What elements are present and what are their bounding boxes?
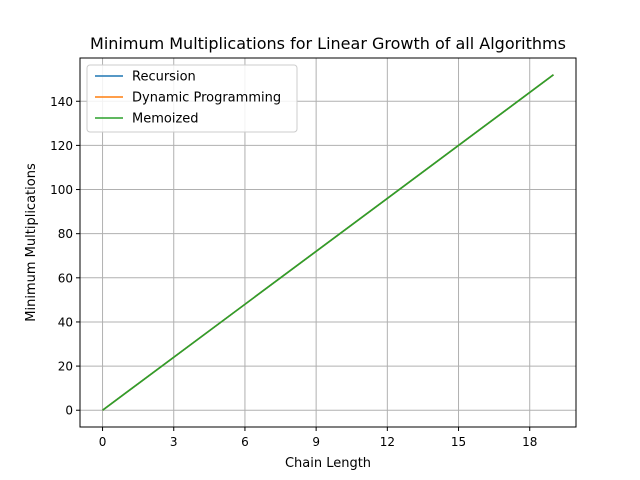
- x-tick-label: 0: [99, 435, 107, 449]
- x-axis-label: Chain Length: [285, 456, 371, 471]
- x-tick-label: 18: [522, 435, 537, 449]
- x-tick-label: 9: [312, 435, 320, 449]
- y-tick-label: 0: [65, 404, 73, 418]
- legend: Recursion Dynamic Programming Memoized: [86, 64, 298, 133]
- y-tick-label: 120: [50, 139, 73, 153]
- series-line: [102, 74, 554, 411]
- y-tick-label: 60: [58, 271, 73, 285]
- chart-title: Minimum Multiplications for Linear Growt…: [90, 34, 566, 53]
- series-lines: [102, 74, 554, 411]
- legend-entry: Memoized: [132, 112, 199, 127]
- x-tick-label: 6: [241, 435, 249, 449]
- y-tick-label: 100: [50, 183, 73, 197]
- legend-entry: Recursion: [132, 70, 196, 85]
- x-tick-label: 12: [380, 435, 395, 449]
- y-tick-label: 80: [58, 227, 73, 241]
- y-tick-label: 140: [50, 95, 73, 109]
- y-tick-label: 40: [58, 315, 73, 329]
- y-axis-label: Minimum Multiplications: [24, 163, 39, 322]
- x-tick-label: 15: [451, 435, 466, 449]
- plot-area-frame: [79, 57, 577, 428]
- y-tick-label: 20: [58, 360, 73, 374]
- legend-box: [86, 64, 298, 133]
- grid: [80, 58, 576, 427]
- legend-entry: Dynamic Programming: [132, 91, 281, 106]
- x-axis-ticks: 0 3 6 9 12 15 18: [99, 427, 537, 449]
- x-tick-label: 3: [170, 435, 178, 449]
- y-axis-ticks: 0 20 40 60 80 100 120 140: [50, 95, 80, 418]
